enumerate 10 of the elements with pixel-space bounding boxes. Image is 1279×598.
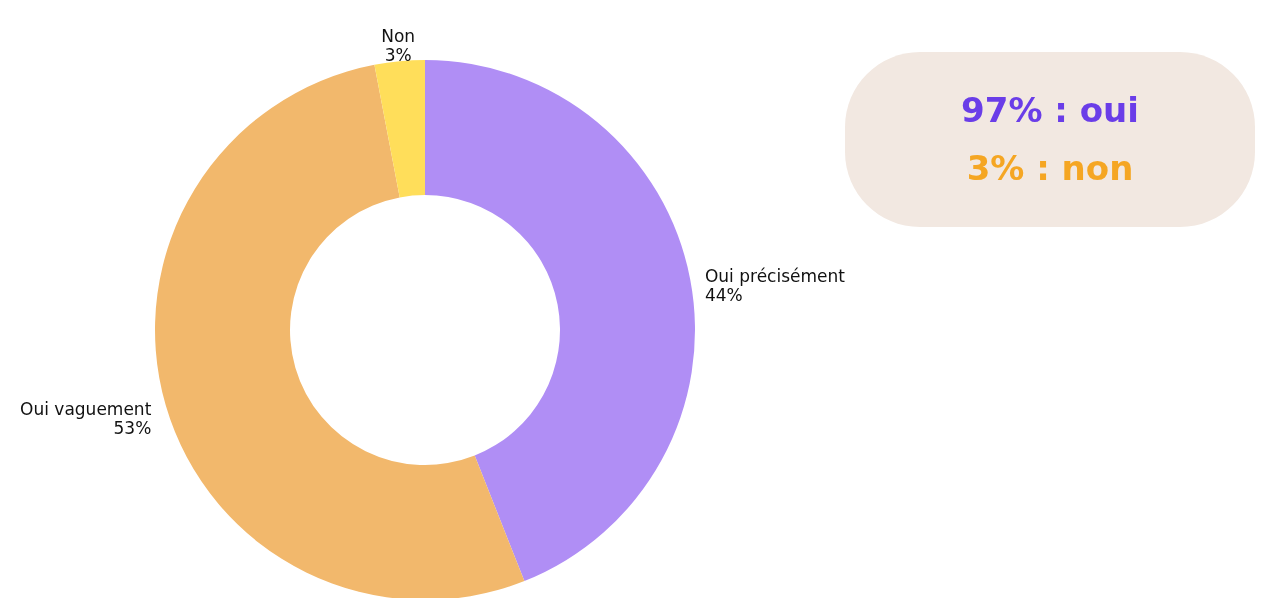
slice-label: Non [381,26,416,47]
donut-slice [155,64,525,598]
data-label: 53% [113,417,152,438]
text: 97% : oui [961,90,1139,130]
text: 3% : non [966,148,1134,188]
donut-slice [425,60,695,582]
data-label: 3% [384,45,412,66]
donut-slice [374,60,425,198]
slice-label: Oui précisément [704,265,846,286]
slice-label: Oui vaguement [20,398,152,419]
